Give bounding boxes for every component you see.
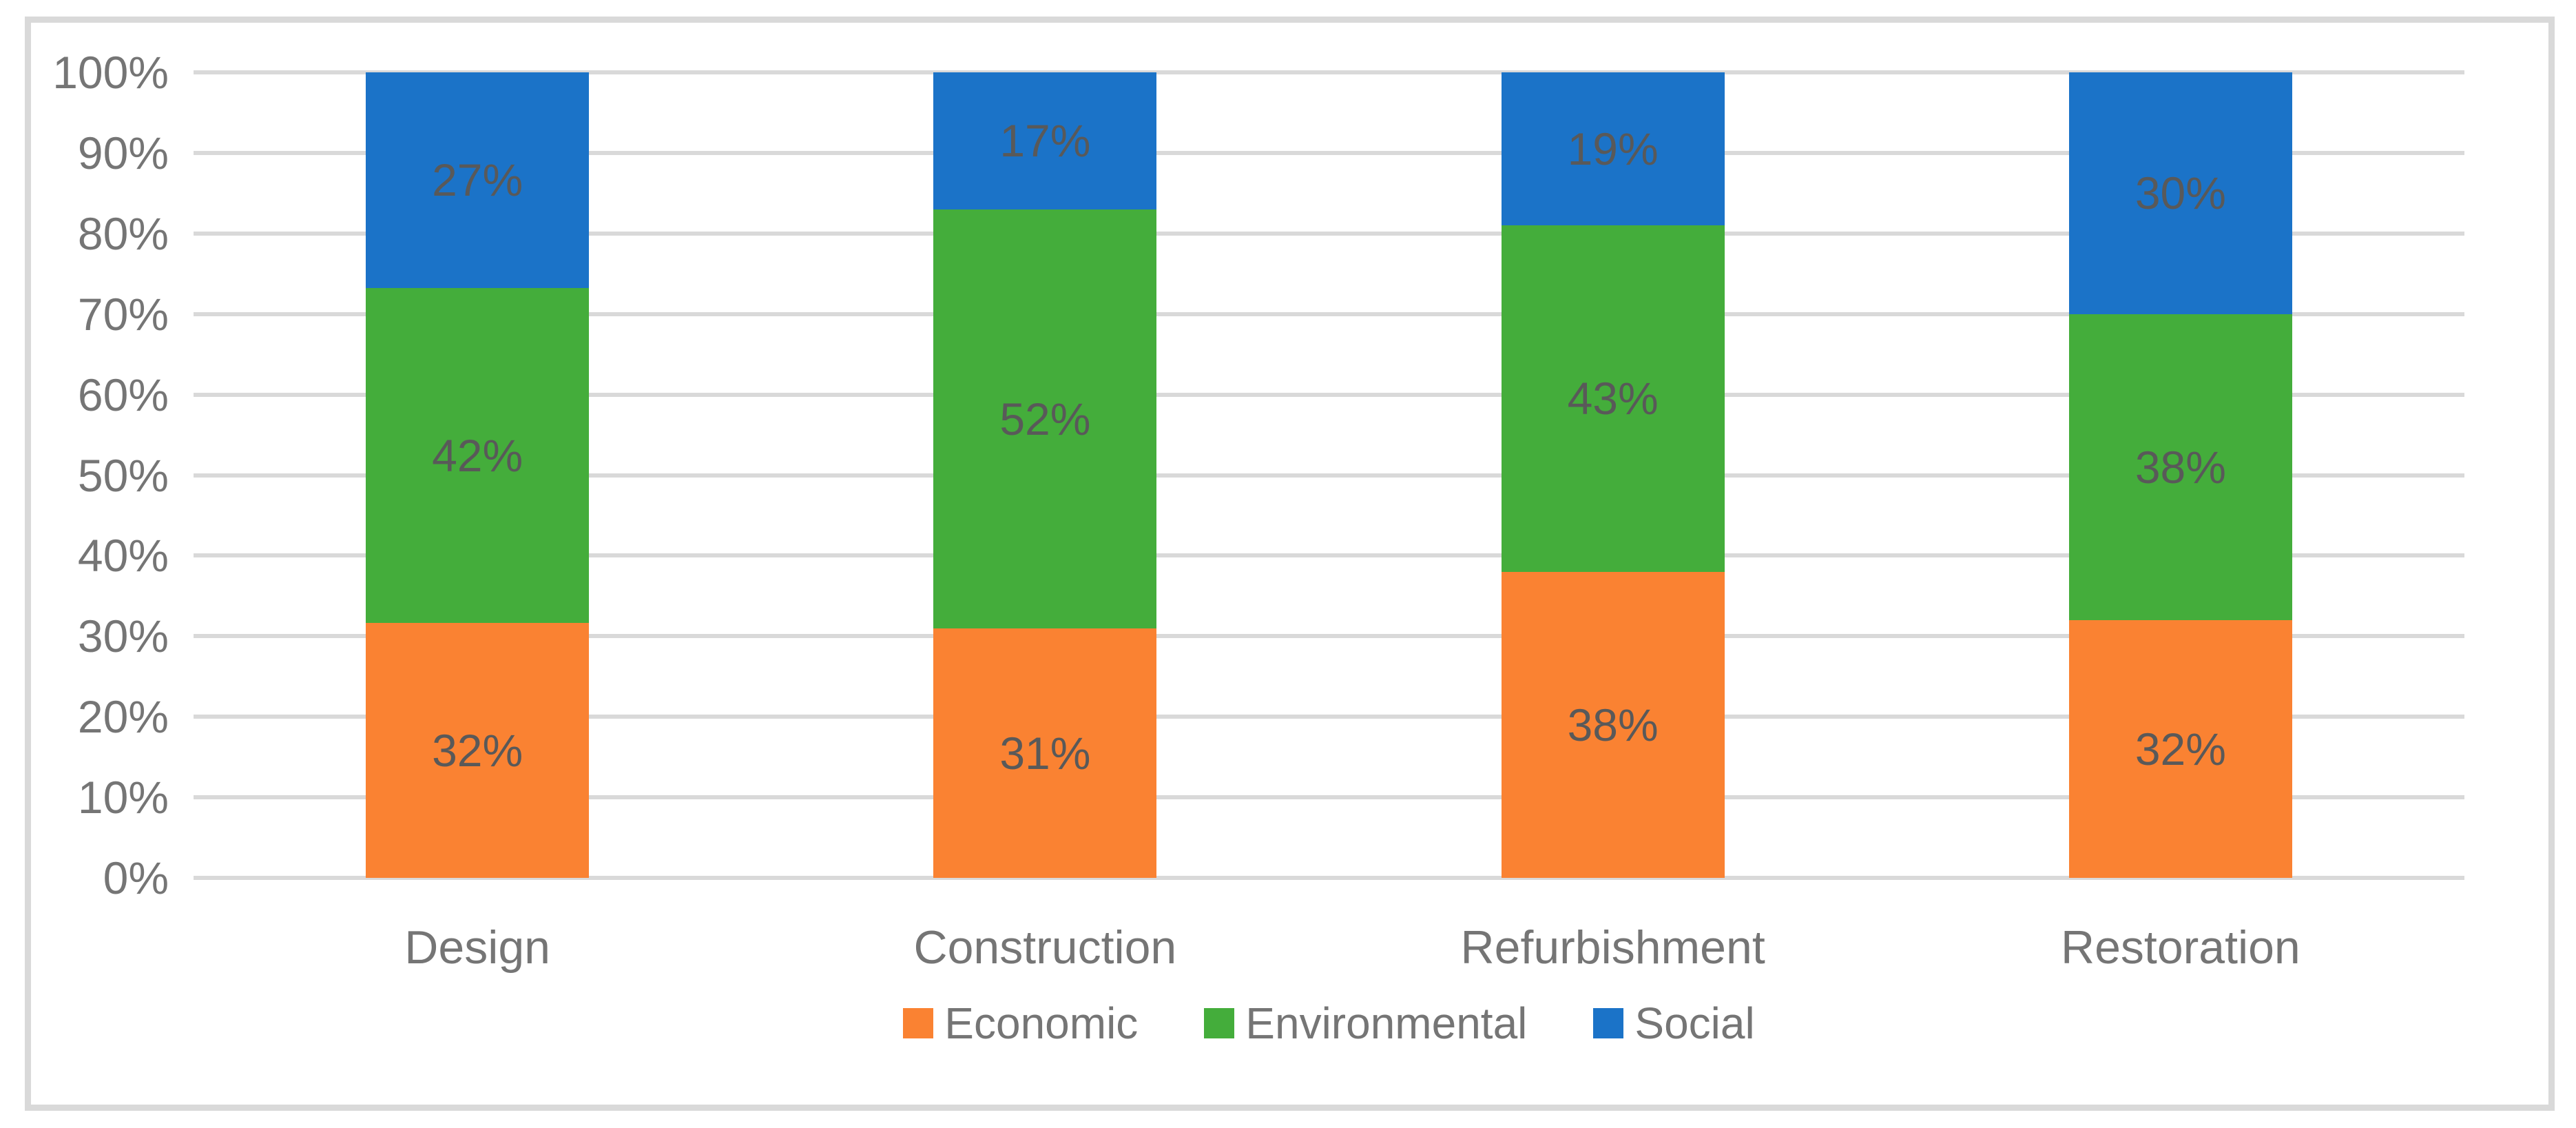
data-label-economic-restoration: 32% — [2134, 723, 2226, 775]
category-label-refurbishment: Refurbishment — [1460, 921, 1765, 974]
gridline-50% — [194, 473, 2464, 478]
data-label-environmental-construction: 52% — [999, 393, 1091, 444]
y-tick-label-20%: 20% — [77, 691, 169, 743]
segment-economic-construction: 31% — [933, 628, 1157, 878]
y-tick-label-80%: 80% — [77, 207, 169, 259]
gridline-10% — [194, 795, 2464, 800]
legend-swatch-environmental — [1204, 1008, 1235, 1038]
segment-social-construction: 17% — [933, 72, 1157, 209]
legend-item-environmental: Environmental — [1204, 998, 1527, 1049]
legend-swatch-social — [1593, 1008, 1624, 1038]
legend-item-social: Social — [1593, 998, 1755, 1049]
y-tick-label-60%: 60% — [77, 369, 169, 420]
segment-environmental-design: 42% — [366, 287, 590, 623]
gridline-80% — [194, 231, 2464, 236]
segment-environmental-construction: 52% — [933, 209, 1157, 628]
y-tick-label-30%: 30% — [77, 611, 169, 662]
data-label-environmental-restoration: 38% — [2134, 441, 2226, 493]
gridline-40% — [194, 553, 2464, 558]
bar-construction: 31% 52% 17% — [933, 72, 1157, 878]
data-label-social-refurbishment: 19% — [1567, 123, 1659, 175]
plot-area: 32% 42% 27% 31% 52% 17% 38% 43% 19% 32% 38% 30% — [194, 70, 2464, 880]
legend-label-economic: Economic — [944, 998, 1139, 1048]
y-tick-label-70%: 70% — [77, 288, 169, 340]
y-tick-label-90%: 90% — [77, 127, 169, 178]
y-tick-label-0%: 0% — [103, 852, 169, 903]
bar-restoration: 32% 38% 30% — [2068, 72, 2292, 878]
legend-item-economic: Economic — [903, 998, 1138, 1049]
segment-social-refurbishment: 19% — [1501, 72, 1725, 226]
gridline-90% — [194, 150, 2464, 155]
y-tick-label-50%: 50% — [77, 449, 169, 501]
gridline-70% — [194, 311, 2464, 316]
y-tick-label-100%: 100% — [52, 47, 169, 98]
segment-environmental-refurbishment: 43% — [1501, 225, 1725, 572]
legend: Economic Environmental Social — [194, 998, 2464, 1049]
y-tick-label-10%: 10% — [77, 772, 169, 823]
data-label-environmental-design: 42% — [432, 429, 523, 481]
data-label-environmental-refurbishment: 43% — [1567, 373, 1659, 424]
segment-economic-design: 32% — [366, 622, 590, 878]
data-label-social-design: 27% — [432, 154, 523, 206]
segment-economic-refurbishment: 38% — [1501, 571, 1725, 878]
bar-design: 32% 42% 27% — [366, 72, 590, 878]
segment-social-design: 27% — [366, 72, 590, 288]
gridline-30% — [194, 634, 2464, 639]
data-label-economic-design: 32% — [432, 724, 523, 776]
legend-label-environmental: Environmental — [1245, 998, 1528, 1048]
legend-label-social: Social — [1634, 998, 1755, 1048]
category-label-design: Design — [404, 921, 550, 974]
gridline-60% — [194, 392, 2464, 397]
y-tick-label-40%: 40% — [77, 530, 169, 582]
gridline-0% — [194, 876, 2464, 880]
data-label-economic-construction: 31% — [999, 727, 1091, 779]
category-label-construction: Construction — [913, 921, 1177, 974]
category-label-restoration: Restoration — [2061, 921, 2300, 974]
legend-swatch-economic — [903, 1008, 934, 1038]
bar-refurbishment: 38% 43% 19% — [1501, 72, 1725, 878]
gridline-20% — [194, 715, 2464, 719]
segment-economic-restoration: 32% — [2068, 619, 2292, 878]
data-label-social-construction: 17% — [999, 115, 1091, 167]
segment-environmental-restoration: 38% — [2068, 314, 2292, 620]
gridline-100% — [194, 70, 2464, 74]
segment-social-restoration: 30% — [2068, 72, 2292, 314]
data-label-social-restoration: 30% — [2134, 167, 2226, 219]
data-label-economic-refurbishment: 38% — [1567, 699, 1659, 750]
